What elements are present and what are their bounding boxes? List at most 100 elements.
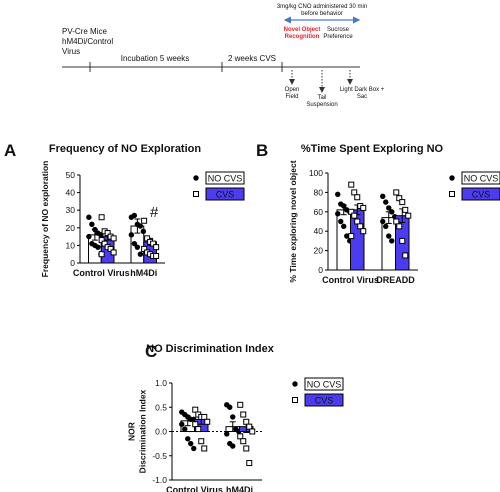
test-label: Suspension <box>306 102 337 108</box>
data-point <box>179 421 185 427</box>
y-tick-label: 40 <box>314 226 324 236</box>
data-point <box>396 223 403 230</box>
y-tick-label: 1.0 <box>155 378 167 388</box>
data-point <box>399 237 406 244</box>
data-point <box>153 252 160 259</box>
data-point <box>383 199 389 205</box>
data-point <box>92 226 98 233</box>
data-point <box>386 233 392 239</box>
data-point <box>338 218 344 225</box>
legend-marker <box>292 381 298 387</box>
data-point <box>191 445 197 452</box>
data-point <box>237 433 244 440</box>
legend-marker <box>193 191 199 197</box>
test-label: Preference <box>323 34 353 40</box>
legend-box <box>304 377 344 391</box>
data-point <box>344 233 350 239</box>
data-point <box>360 204 367 211</box>
data-point <box>110 249 117 256</box>
chart-panel: B %Time Spent Exploring NO% Time explorin… <box>256 141 500 285</box>
test-label: Field <box>285 94 298 100</box>
y-tick-label: 100 <box>309 168 323 178</box>
y-tick-label: 20 <box>314 246 324 256</box>
y-tick-label: 60 <box>314 207 324 217</box>
data-point <box>246 423 253 430</box>
treatment-label: 3mg/kg CNO administered 30 min <box>277 4 367 10</box>
data-point <box>380 193 386 199</box>
test-label: Open <box>285 87 300 93</box>
y-axis-label: NOR <box>127 422 137 441</box>
data-point <box>357 223 364 230</box>
data-point <box>201 413 208 420</box>
data-point <box>89 221 95 227</box>
data-point <box>98 214 105 221</box>
subject-line: Virus <box>62 47 80 56</box>
panel-label: C <box>145 342 157 361</box>
y-tick-label: 40 <box>66 188 76 198</box>
data-point <box>351 189 358 196</box>
data-point <box>137 251 144 257</box>
chart-panel: A Frequency of NO Exploration Frequency of… <box>4 141 245 278</box>
legend-marker <box>449 191 455 197</box>
x-tick-label: Control Virus <box>73 268 130 278</box>
data-point <box>131 240 138 247</box>
data-point <box>402 252 409 259</box>
x-tick-label: Control Virus <box>322 275 379 285</box>
data-point <box>95 244 101 250</box>
data-point <box>140 228 147 235</box>
y-tick-label: 0 <box>318 265 323 275</box>
data-point <box>134 244 141 250</box>
data-point <box>383 223 389 230</box>
y-tick-label: 50 <box>66 170 76 180</box>
y-tick-label: -0.5 <box>152 451 167 461</box>
x-tick-label: hM4Di <box>226 485 253 492</box>
data-point <box>402 206 409 213</box>
test-label: Novel Object <box>284 27 321 33</box>
legend-label: CVS <box>472 190 491 200</box>
chart-title: Frequency of NO Exploration <box>49 143 201 155</box>
subject-line: hM4Di/Control <box>62 37 113 46</box>
data-point <box>243 445 250 452</box>
legend-marker <box>292 397 298 403</box>
legend-label: NO CVS <box>464 174 499 184</box>
data-point <box>389 238 395 244</box>
chart-panel: CNO Discrimination Index NOR Discriminatio… <box>127 342 344 492</box>
data-point <box>354 194 361 201</box>
legend-box <box>205 187 245 201</box>
y-tick-label: -1.0 <box>152 475 167 485</box>
data-point <box>230 443 236 449</box>
data-point <box>237 401 244 408</box>
y-tick-label: 0.0 <box>155 427 167 437</box>
phase-label: Incubation 5 weeks <box>121 54 190 63</box>
legend-box <box>304 393 344 407</box>
data-point <box>86 214 92 220</box>
data-point <box>201 445 208 452</box>
data-point <box>380 218 386 225</box>
data-point <box>137 223 144 229</box>
data-point <box>393 189 400 196</box>
phase-label: 2 weeks CVS <box>228 54 276 63</box>
treatment-label: before behavior <box>301 11 343 17</box>
test-label: Sucrose <box>327 27 350 33</box>
data-point <box>240 438 247 445</box>
legend-box <box>461 171 500 185</box>
y-tick-label: 30 <box>66 205 76 215</box>
data-point <box>393 218 400 225</box>
legend-box <box>461 187 500 201</box>
data-point <box>128 232 135 238</box>
test-label: Tail <box>317 95 326 101</box>
legend-box <box>205 171 245 185</box>
data-point <box>230 414 236 420</box>
data-point <box>240 411 247 418</box>
data-point <box>348 233 355 240</box>
data-point <box>86 233 92 240</box>
legend-label: CVS <box>315 396 334 406</box>
data-point <box>224 431 230 437</box>
data-point <box>227 404 233 410</box>
panel-label: B <box>256 141 268 160</box>
legend-label: NO CVS <box>307 380 342 390</box>
data-point <box>399 199 406 206</box>
data-point <box>198 438 205 445</box>
data-point <box>185 436 191 442</box>
